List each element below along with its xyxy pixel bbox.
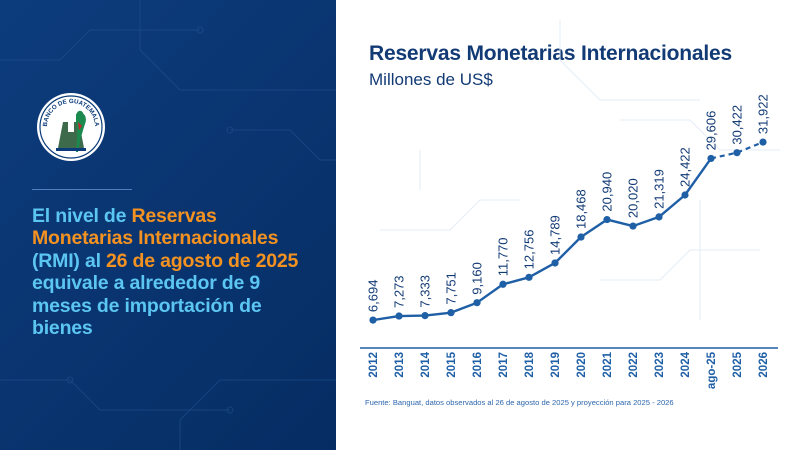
data-point — [551, 259, 559, 267]
x-tick-label: 2023 — [654, 352, 666, 378]
data-label: 18,468 — [574, 189, 589, 229]
data-label: 7,273 — [392, 275, 407, 308]
projected-series-line — [710, 141, 764, 160]
headline-divider — [32, 189, 132, 190]
x-tick-label: 2024 — [680, 351, 692, 377]
circuit-background-decoration — [0, 0, 336, 450]
headline-part-6: 9 meses — [32, 272, 261, 317]
data-label: 7,751 — [444, 272, 459, 305]
headline-part-7: de importación de bienes — [32, 294, 262, 340]
data-point — [629, 222, 637, 230]
headline-part-3: (RMI) al — [32, 249, 107, 272]
x-tick-label: 2022 — [628, 352, 640, 378]
x-tick-label: 2026 — [758, 352, 770, 378]
reserves-line-chart: 6,694 2012 7,273 2013 7,333 2014 7,751 2015 9,16… — [360, 20, 780, 389]
chart-panel — [336, 0, 800, 450]
headline-highlight-date: 26 de agosto de 2025 — [106, 249, 299, 272]
x-tick-label: 2017 — [498, 352, 510, 378]
data-point — [525, 273, 533, 281]
x-tick-label: 2015 — [446, 351, 458, 377]
data-label: 12,756 — [522, 230, 537, 270]
data-point — [733, 149, 741, 157]
plot-area: 6,694 2012 7,273 2013 7,333 2014 7,751 2015 9,16… — [366, 94, 771, 389]
data-point — [681, 191, 689, 199]
data-point — [603, 215, 611, 224]
x-tick-label: 2016 — [472, 352, 484, 378]
data-point — [473, 299, 481, 307]
data-point — [577, 233, 585, 241]
x-tick-label: 2014 — [420, 351, 432, 377]
banco-de-guatemala-seal-icon: BANCO DE GUATEMALA — [37, 93, 105, 161]
chart-title: Reservas Monetarias Internacionales — [369, 42, 733, 65]
data-label: 24,422 — [678, 147, 693, 187]
headline-part-5: equivale a alrededor de — [32, 272, 250, 295]
x-tick-label: 2012 — [368, 352, 380, 378]
data-point — [395, 312, 403, 320]
data-point — [759, 138, 767, 146]
data-label: 31,922 — [756, 94, 771, 134]
data-label: 20,940 — [600, 172, 615, 212]
x-tick-label: 2025 — [732, 351, 744, 377]
data-label: 20,020 — [626, 178, 641, 218]
data-point — [655, 213, 663, 221]
data-point — [447, 309, 455, 317]
data-label: 29,606 — [704, 111, 719, 151]
circuit-chart-decoration — [380, 20, 780, 320]
chart-subtitle: Millones de US$ — [369, 70, 493, 89]
x-tick-label: 2021 — [602, 351, 614, 377]
data-point — [421, 311, 429, 320]
data-label: 9,160 — [470, 262, 485, 295]
data-label: 6,694 — [366, 280, 381, 313]
data-label: 14,789 — [548, 215, 563, 255]
data-point — [499, 280, 507, 288]
x-tick-label: 2019 — [550, 352, 562, 378]
headline-part-1: El nivel de — [32, 205, 132, 227]
left-info-panel: BANCO DE GUATEMALA El nivel de Reservas … — [0, 0, 336, 450]
data-label: 30,422 — [730, 105, 745, 145]
x-tick-label: 2018 — [524, 351, 536, 377]
headline-text: El nivel de Reservas Monetarias Internac… — [32, 205, 322, 339]
data-point — [369, 316, 377, 324]
data-label: 21,319 — [652, 169, 667, 209]
headline-highlight-rmi: Reservas Monetarias Internacionales — [32, 205, 279, 250]
observed-series-line — [372, 157, 712, 322]
x-tick-label: 2020 — [576, 352, 588, 378]
source-note: Fuente: Banguat, datos observados al 26 … — [365, 398, 674, 407]
data-label: 7,333 — [418, 275, 433, 308]
data-point — [707, 154, 715, 163]
data-label: 11,770 — [496, 237, 511, 276]
x-tick-label: 2013 — [394, 352, 406, 378]
x-tick-label: ago-25 — [706, 351, 718, 389]
